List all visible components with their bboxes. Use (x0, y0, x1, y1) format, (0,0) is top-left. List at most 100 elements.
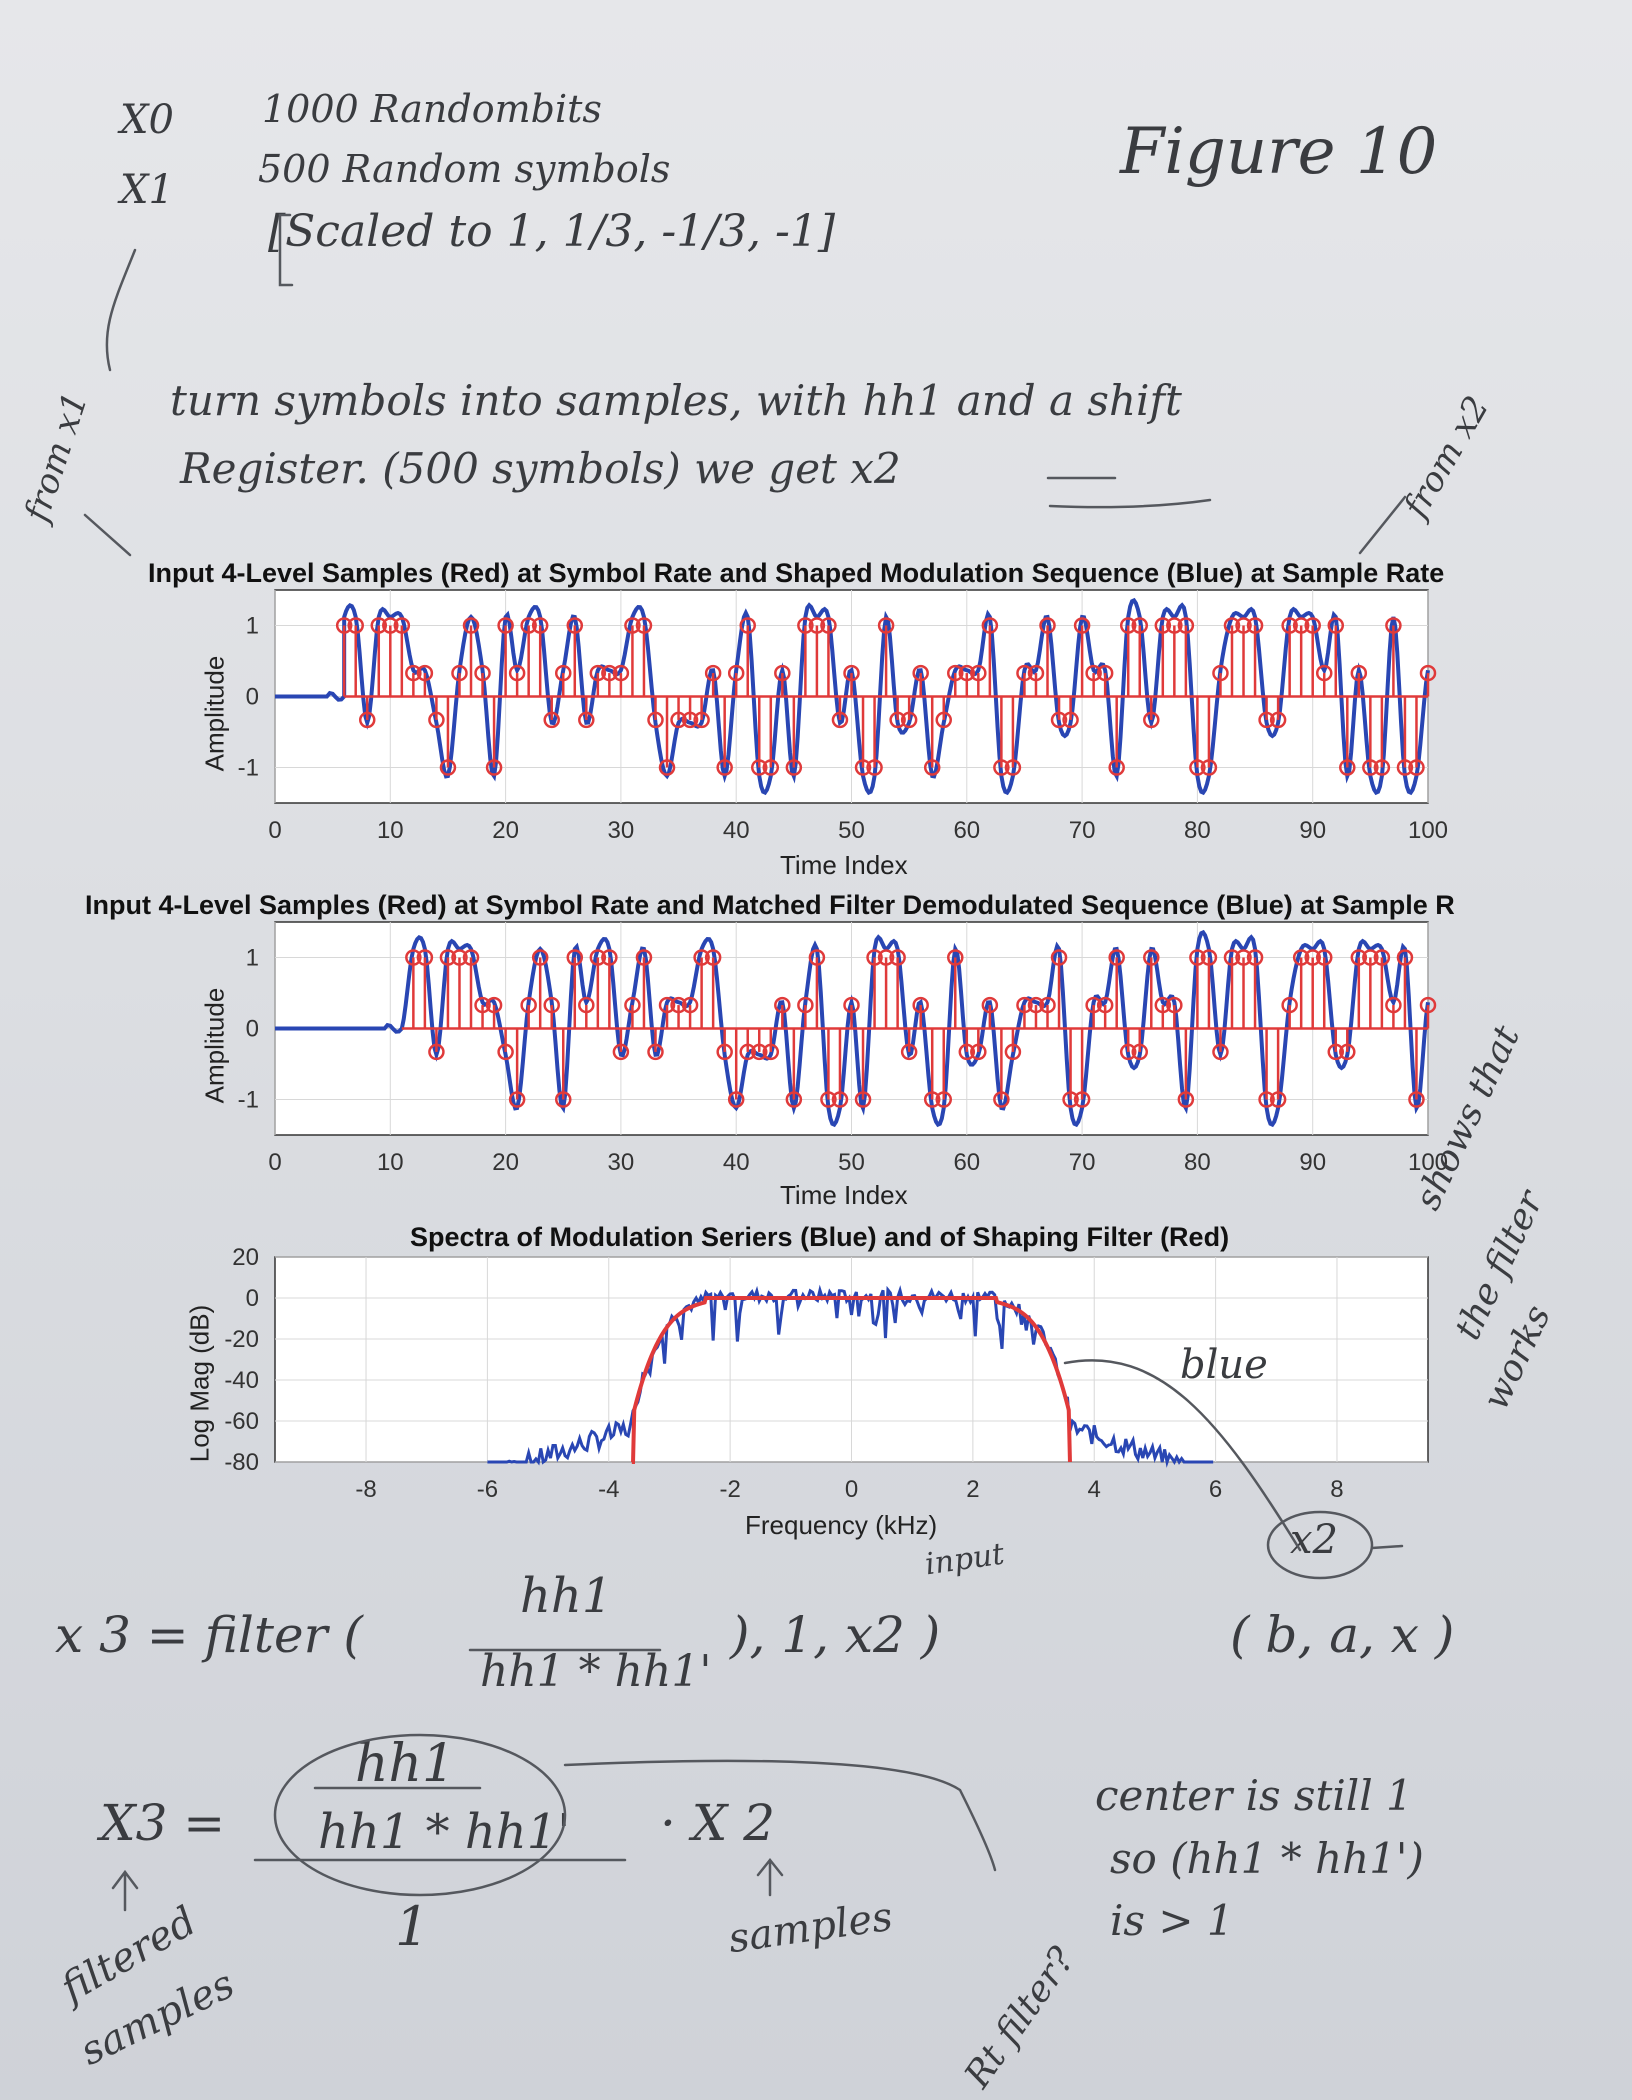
red-symbol-point (900, 711, 918, 729)
x-tick-label: 60 (953, 1149, 980, 1176)
red-symbol-point (935, 711, 952, 729)
red-symbol-point (762, 759, 780, 776)
y-tick-label: -1 (238, 1087, 259, 1114)
red-symbol-point (335, 617, 353, 634)
x-tick-label: 70 (1069, 817, 1096, 844)
red-symbol-point (1373, 759, 1391, 776)
eq1-den: hh1 * hh1' (480, 1646, 712, 1697)
red-symbol-point (704, 949, 722, 966)
y-tick-label: -1 (238, 755, 259, 782)
red-symbol-point (1350, 664, 1368, 682)
x2-circle (1266, 1510, 1374, 1580)
red-symbol-point (970, 664, 987, 682)
red-symbol-point (981, 617, 999, 634)
stroke-x2-tick (1370, 1544, 1404, 1550)
eq2-mult: · X 2 (660, 1794, 776, 1852)
red-symbol-point (1315, 664, 1333, 682)
red-symbol-point (566, 617, 584, 634)
red-symbol-point (1246, 617, 1264, 634)
red-symbol-point (1004, 1043, 1022, 1061)
red-symbol-point (693, 949, 710, 966)
red-symbol-point (1039, 996, 1056, 1014)
red-symbol-point (797, 996, 814, 1014)
x-tick-label: 50 (838, 1149, 865, 1176)
red-symbol-point (451, 664, 468, 682)
blue-series-line (275, 929, 1430, 1128)
y-tick-label: 1 (246, 613, 259, 640)
red-symbol-point (624, 617, 641, 634)
red-symbol-point (416, 949, 434, 966)
stroke-from-x1-curve (105, 248, 137, 372)
red-symbol-point (1062, 1091, 1079, 1108)
red-symbol-point (739, 1043, 756, 1061)
stroke-x2-underline (1048, 498, 1212, 509)
note-x1-label: X1 (120, 167, 174, 213)
x-tick-label: 30 (608, 1149, 635, 1176)
red-symbol-point (1350, 949, 1368, 966)
red-symbol-point (1362, 949, 1379, 966)
red-symbol-point (820, 1091, 837, 1108)
red-symbol-point (935, 1091, 952, 1108)
red-symbol-point (1223, 949, 1241, 966)
red-symbol-point (1385, 617, 1402, 634)
red-symbol-point (508, 1091, 526, 1108)
red-symbol-point (739, 617, 756, 634)
red-symbol-point (797, 617, 814, 634)
red-symbol-point (1212, 664, 1229, 682)
red-symbol-point (889, 949, 906, 966)
red-symbol-point (1281, 617, 1298, 634)
red-symbol-point (555, 1091, 572, 1108)
x-tick-label: 80 (1184, 817, 1211, 844)
red-symbol-point (947, 664, 964, 682)
x-tick-label: 20 (492, 817, 519, 844)
red-symbol-point (681, 711, 699, 729)
red-symbol-point (1419, 996, 1437, 1014)
red-symbol-point (670, 711, 687, 729)
x-tick-label: 2 (966, 1476, 979, 1503)
x-tick-label: 4 (1088, 1476, 1101, 1503)
blue-series-line (275, 597, 1430, 796)
red-symbol-point (555, 664, 572, 682)
plot1-title: Input 4-Level Samples (Red) at Symbol Ra… (148, 558, 1445, 588)
red-symbol-point (774, 996, 791, 1014)
red-symbol-point (1143, 711, 1160, 729)
blue-spectrum-line (487, 1284, 1214, 1468)
red-symbol-point (866, 949, 883, 966)
red-symbol-point (1085, 664, 1102, 682)
note-x2-circled: x2 (1290, 1517, 1339, 1563)
red-symbol-point (543, 711, 560, 729)
y-tick-label: 1 (246, 945, 259, 972)
red-symbol-point (831, 711, 849, 729)
x-tick-label: 90 (1299, 817, 1326, 844)
red-symbol-point (958, 664, 976, 682)
red-symbol-point (1373, 949, 1391, 966)
red-symbol-point (1073, 617, 1091, 634)
red-symbol-point (370, 617, 388, 634)
red-symbol-point (947, 949, 964, 966)
red-symbol-point (1304, 617, 1321, 634)
red-symbol-point (485, 759, 503, 776)
red-symbol-point (578, 711, 595, 729)
plot3-title: Spectra of Modulation Seriers (Blue) and… (410, 1222, 1230, 1252)
red-symbol-point (1223, 617, 1241, 634)
plot3-xlabel: Frequency (kHz) (745, 1510, 938, 1540)
red-symbol-point (1269, 711, 1287, 729)
red-symbol-point (912, 664, 929, 682)
eq2-one: 1 (395, 1895, 430, 1958)
x-tick-label: 8 (1330, 1476, 1343, 1503)
red-symbol-point (923, 1091, 941, 1108)
red-symbol-point (1408, 759, 1425, 776)
red-symbol-point (635, 949, 653, 966)
red-symbol-point (727, 1091, 745, 1108)
red-symbol-point (912, 996, 929, 1014)
figure-title: Figure 10 (1120, 115, 1438, 189)
red-symbol-point (1016, 664, 1033, 682)
stroke-eq2-link (563, 1759, 997, 1872)
red-symbol-point (520, 996, 537, 1014)
red-symbol-point (993, 759, 1010, 776)
note-center-3: is > 1 (1110, 1896, 1234, 1945)
stroke-blue-pointer (1063, 1359, 1302, 1552)
